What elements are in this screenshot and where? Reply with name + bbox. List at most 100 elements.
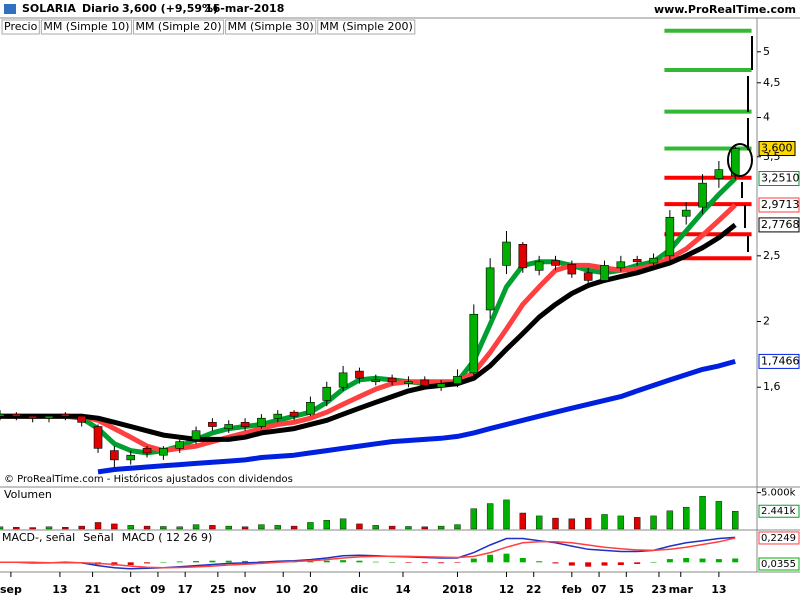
legend-entry: MM (Simple 20)	[135, 20, 221, 33]
candle-body	[61, 413, 70, 417]
legend-entry: MM (Simple 30)	[228, 20, 314, 33]
macd-histogram-bar	[503, 553, 510, 563]
value-box	[758, 504, 800, 518]
candle-body	[518, 243, 528, 269]
volume-bar	[0, 526, 4, 530]
volume-bar	[62, 526, 69, 530]
y-tick-label: 5.000k	[761, 488, 796, 499]
candle-body	[338, 372, 348, 388]
ma-line	[0, 176, 737, 456]
value-label: 0,0355	[761, 559, 796, 570]
volume-bar	[192, 524, 200, 530]
volume-bar	[94, 522, 102, 530]
value-label: 3,2510	[761, 172, 800, 185]
macd-histogram-bar	[340, 560, 347, 563]
macd-histogram-bar	[519, 558, 526, 563]
macd-histogram-bar	[242, 560, 249, 563]
volume-bar	[470, 508, 478, 530]
x-tick-label: mar	[669, 583, 694, 596]
volume-bar	[388, 525, 396, 530]
legend-box	[40, 19, 132, 35]
volume-bar	[454, 524, 461, 530]
y-tick-label: 4	[763, 110, 770, 123]
volume-bar	[13, 526, 20, 530]
macd-histogram-bar	[389, 562, 396, 563]
volume-bar	[29, 527, 36, 530]
legend-box	[132, 19, 225, 35]
candle-body	[600, 265, 609, 281]
candle-body	[126, 454, 136, 461]
legend-entry: Precio	[4, 20, 38, 33]
x-tick-label: dic	[350, 583, 368, 596]
macd-histogram-bar	[683, 558, 690, 563]
macd-histogram-bar	[323, 560, 330, 563]
volume-bar	[683, 506, 690, 530]
candle-body	[44, 415, 54, 419]
macd-histogram-bar	[144, 562, 151, 564]
panel-title: MACD ( 12 26 9)	[122, 531, 213, 544]
candle-body	[355, 370, 364, 379]
x-tick-label: 25	[210, 583, 225, 596]
value-box	[758, 140, 796, 156]
x-tick-label: 07	[591, 583, 606, 596]
volume-bar	[176, 526, 183, 530]
value-label: 3,600	[761, 141, 793, 154]
macd-histogram-bar	[634, 562, 641, 564]
x-tick-label: 23	[651, 583, 666, 596]
legend-entry: MM (Simple 200)	[320, 20, 413, 33]
candle-body	[632, 259, 642, 263]
y-tick-label: 4,5	[763, 76, 781, 89]
volume-bar	[617, 515, 625, 530]
x-tick-label: 10	[276, 583, 292, 596]
candle-body	[665, 216, 675, 257]
candle-body	[142, 448, 152, 454]
y-tick-label: 1,6	[763, 380, 781, 393]
volume-bar	[552, 517, 559, 530]
y-tick-label: 5	[763, 45, 770, 58]
volume-bar	[323, 520, 330, 530]
candle-body	[534, 261, 544, 271]
volume-bar	[715, 501, 723, 530]
candle-body	[175, 441, 185, 449]
candle-body	[649, 257, 658, 264]
value-box	[758, 557, 800, 571]
volume-bar	[290, 525, 298, 530]
candle-body	[289, 411, 299, 417]
candle-body	[110, 450, 119, 461]
x-tick-label: 21	[85, 583, 100, 596]
value-box	[758, 171, 800, 187]
candle-body	[714, 169, 724, 179]
volume-bar	[127, 525, 134, 530]
candle-body	[77, 415, 86, 423]
candle-body	[436, 383, 446, 388]
macd-line	[0, 536, 736, 570]
circle-annotation	[727, 143, 753, 177]
volume-bar	[666, 510, 674, 530]
x-tick-label: 17	[178, 583, 193, 596]
candle-body	[453, 376, 462, 384]
candle-body	[240, 422, 250, 427]
value-box	[758, 353, 800, 369]
header-bar	[0, 0, 800, 18]
macd-histogram-bar	[160, 562, 167, 563]
candle-body	[159, 448, 168, 456]
candle-body	[371, 379, 381, 383]
macd-histogram-bar	[585, 562, 592, 567]
volume-bar	[437, 525, 445, 530]
candle-body	[616, 261, 626, 269]
macd-line	[0, 537, 736, 569]
x-tick-label: nov	[234, 583, 257, 596]
macd-histogram-bar	[372, 561, 379, 563]
panel-title: Volumen	[4, 488, 52, 501]
x-tick-label: sep	[0, 583, 22, 596]
candle-body	[551, 260, 560, 266]
candle-body	[0, 413, 5, 417]
volume-bar	[486, 503, 494, 530]
x-tick-label: 09	[150, 583, 165, 596]
macd-histogram-bar	[176, 561, 183, 563]
volume-bar	[650, 515, 657, 530]
footer: © ProRealTime.com - Históricos ajustados…	[4, 473, 293, 485]
value-box	[758, 217, 800, 233]
macd-histogram-bar	[650, 562, 657, 563]
